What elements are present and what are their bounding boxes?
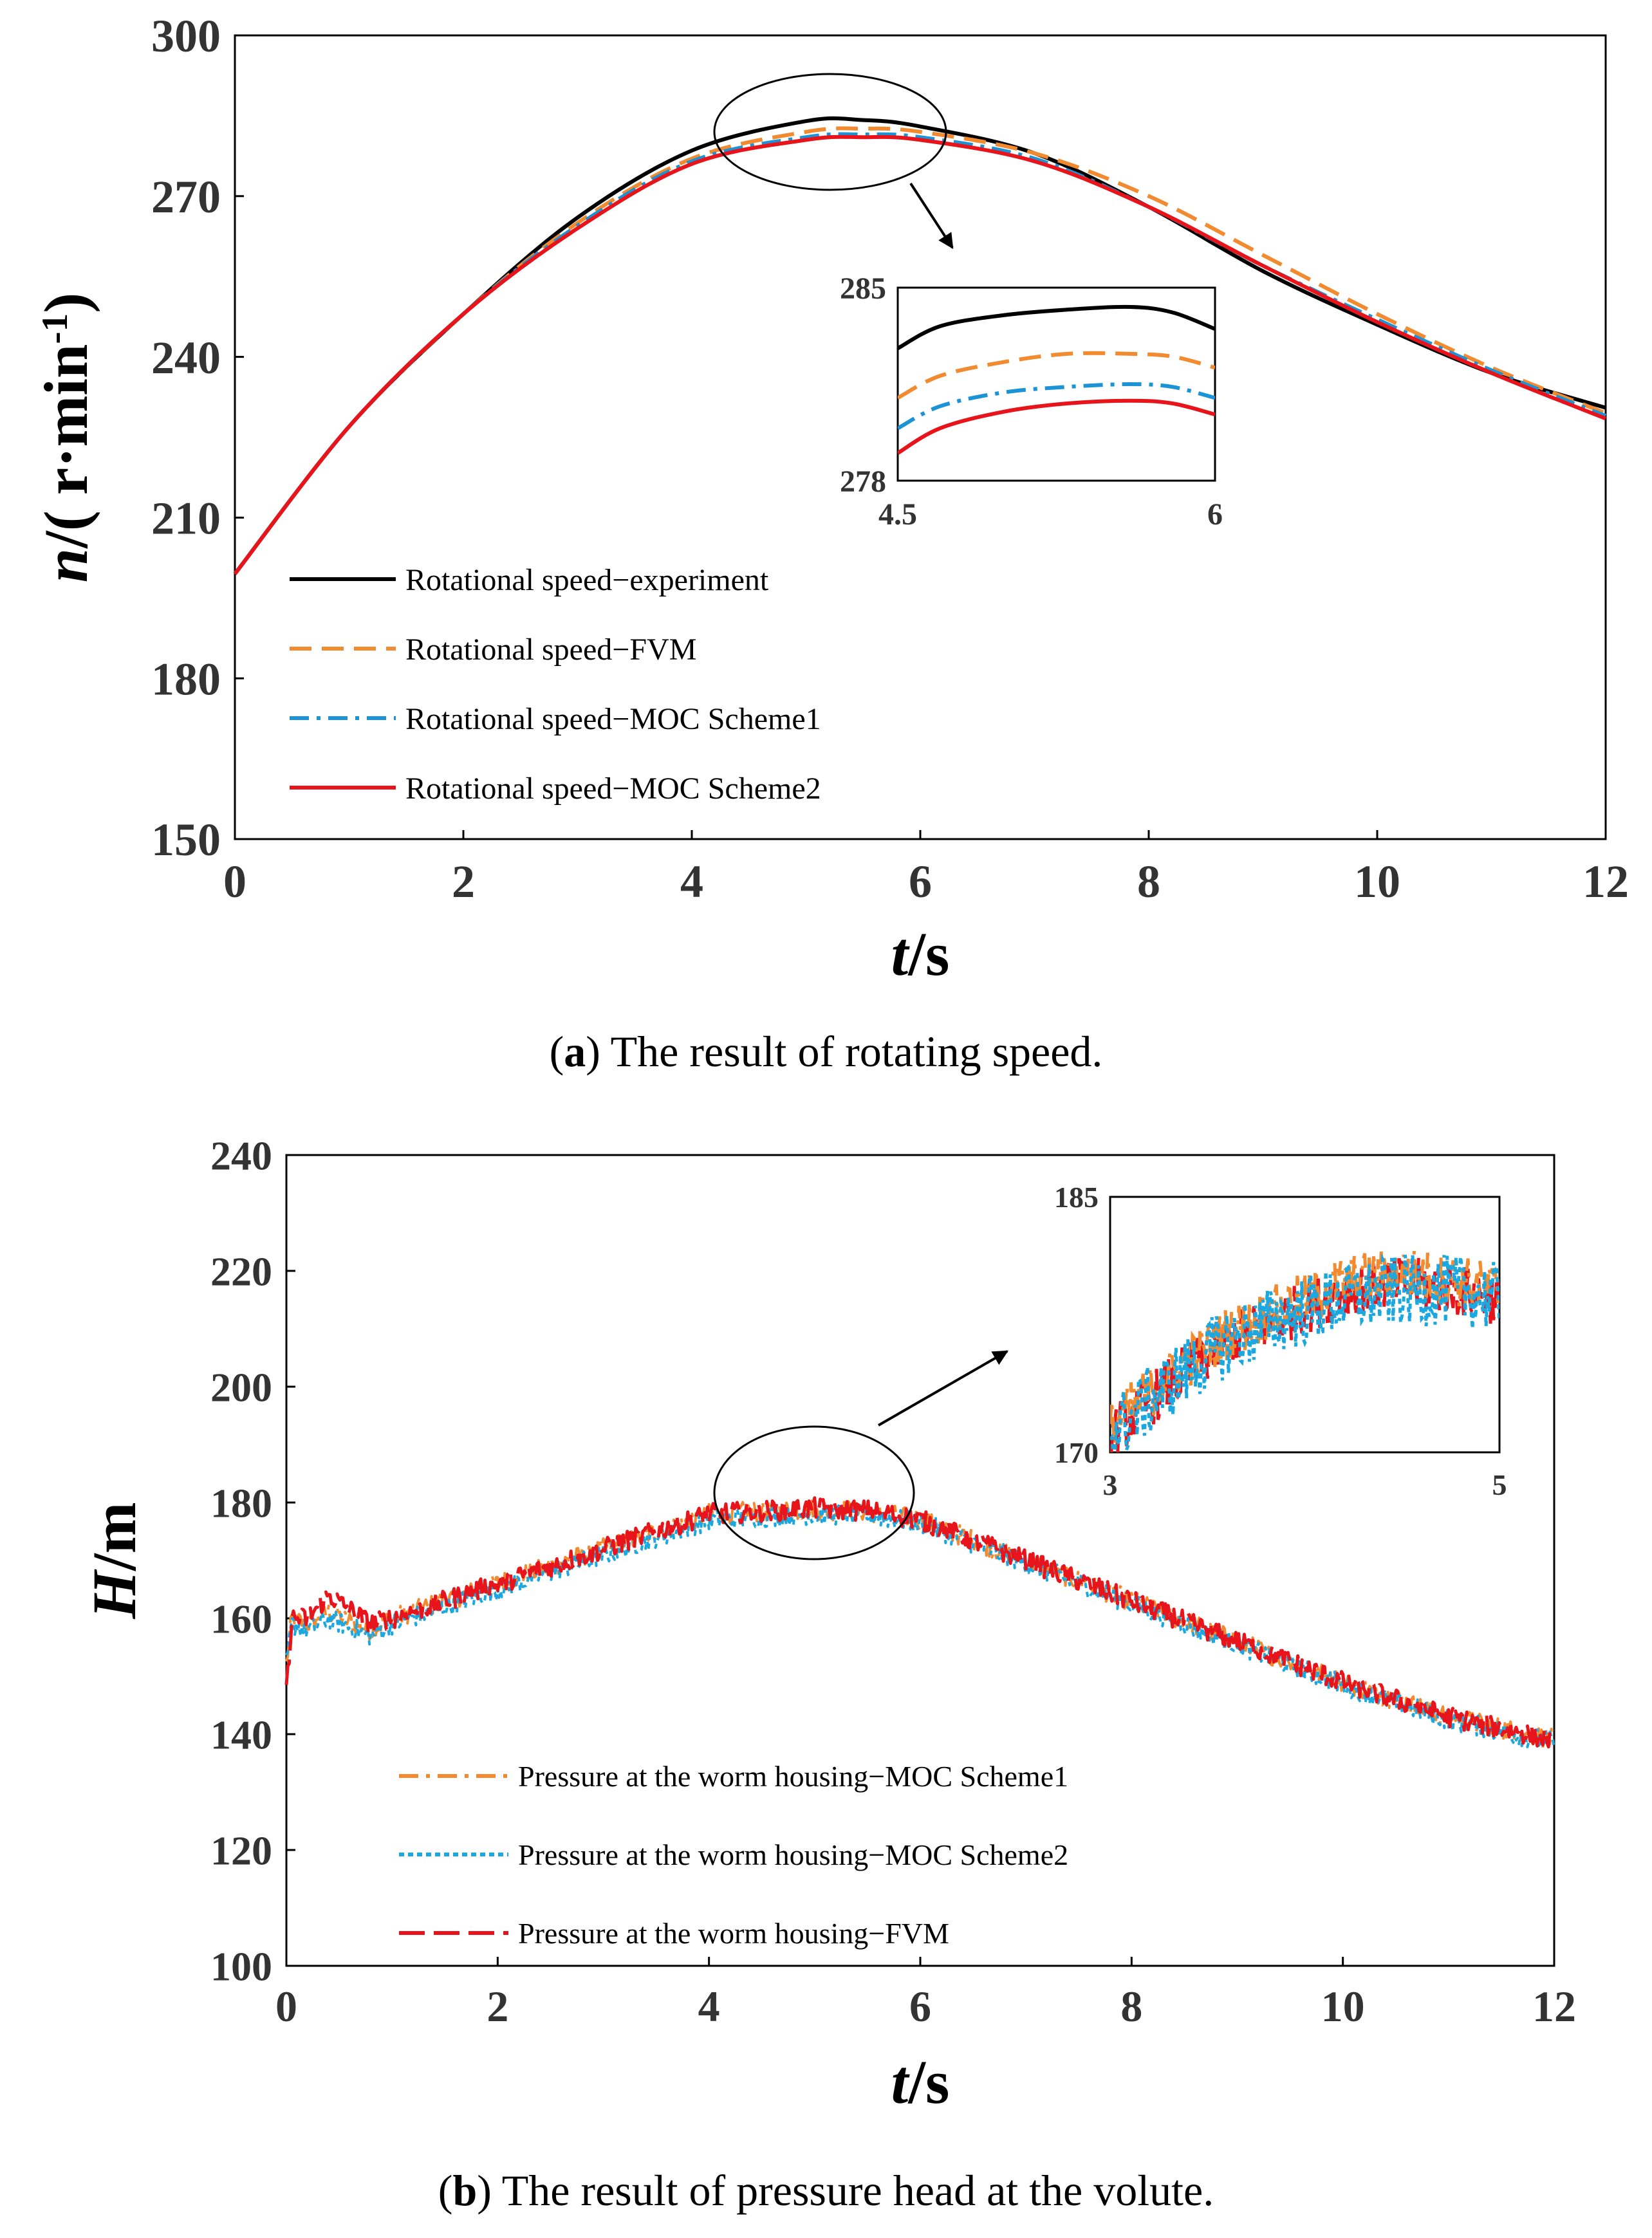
x-tick-label: 2 [452,856,475,907]
inset-x-tick-label: 3 [1103,1468,1118,1501]
x-axis-label: t/s [891,2048,950,2116]
caption-a-letter: a [564,1027,586,1076]
legend-label: Pressure at the worm housing−FVM [518,1917,949,1950]
y-tick-label: 270 [151,171,221,223]
y-tick-label: 140 [210,1712,272,1757]
x-axis-label: t/s [891,920,950,988]
inset-x-tick-label: 5 [1492,1468,1507,1501]
x-tick-label: 10 [1354,856,1400,907]
inset-y-tick-label: 170 [1054,1436,1099,1469]
y-tick-label: 120 [210,1827,272,1873]
x-tick-label: 4 [680,856,703,907]
caption-a: (a) The result of rotating speed. [549,1027,1103,1076]
y-tick-label: 100 [210,1943,272,1989]
y-tick-label: 220 [210,1248,272,1294]
y-tick-label: 300 [151,10,221,62]
zoom-ellipse-b [713,1425,915,1560]
x-tick-label: 10 [1321,1982,1365,2031]
y-tick-label: 180 [151,653,221,705]
x-tick-label: 8 [1137,856,1160,907]
y-tick-label: 200 [210,1364,272,1410]
x-tick-label: 12 [1532,1982,1576,2031]
inset-y-tick-label: 278 [840,465,886,499]
x-tick-label: 12 [1582,856,1629,907]
series-line-a-3 [233,134,1607,575]
inset-y-tick-label: 285 [840,272,886,306]
y-tick-label: 240 [210,1133,272,1178]
x-tick-label: 2 [487,1982,508,2031]
legend-label: Pressure at the worm housing−MOC Scheme2 [518,1838,1068,1871]
caption-b: (b) The result of pressure head at the v… [438,2166,1214,2215]
caption-b-letter: b [452,2166,478,2215]
inset-frame [896,286,1216,482]
series-line-b-2 [284,1496,1555,1749]
legend-label: Pressure at the worm housing−MOC Scheme1 [518,1760,1068,1793]
zoom-arrow-b [878,1350,1009,1427]
legend-label: Rotational speed−experiment [405,563,769,597]
inset-x-tick-label: 4.5 [878,497,917,532]
chart-a: 150 180 210 240 270 300 0 2 4 6 8 10 12 t/s n/( r·min-… [32,10,1629,988]
x-tick-label: 4 [698,1982,720,2031]
y-tick-label: 210 [151,493,221,544]
caption-b-text: The result of pressure head at the volut… [491,2166,1214,2215]
y-axis-label: H/m [80,1502,149,1619]
zoom-arrow-a [909,182,954,250]
legend-label: Rotational speed−FVM [405,633,696,667]
x-tick-label: 6 [909,856,932,907]
y-tick-label: 240 [151,332,221,384]
inset-series-line [898,382,1215,430]
inset-series-line [1110,1253,1499,1452]
series-line-b-0 [285,1499,1555,1749]
chart-b: 100 120 140 160 180 200 220 240 0 2 4 6 8 10 12 t/s H/m P… [80,1133,1576,2116]
caption-a-text: The result of rotating speed. [600,1027,1103,1076]
x-tick-label: 0 [223,856,246,907]
inset-y-tick-label: 185 [1054,1181,1099,1214]
x-tick-label: 8 [1120,1982,1142,2031]
legend-label: Rotational speed−MOC Scheme1 [405,702,821,736]
y-tick-label: 180 [210,1480,272,1526]
legend-label: Rotational speed−MOC Scheme2 [405,772,821,806]
x-tick-label: 6 [909,1982,931,2031]
y-tick-label: 150 [151,814,221,865]
inset-x-tick-label: 6 [1207,497,1223,532]
inset-series-line [898,304,1215,350]
inset-series-line [898,351,1215,400]
series-line-b-1 [285,1503,1555,1748]
inset-series-line [898,398,1215,455]
x-tick-label: 0 [275,1982,297,2031]
zoom-ellipse-a [713,73,947,191]
y-tick-label: 160 [210,1596,272,1642]
y-axis-label: n/( r·min-1) [32,293,100,583]
